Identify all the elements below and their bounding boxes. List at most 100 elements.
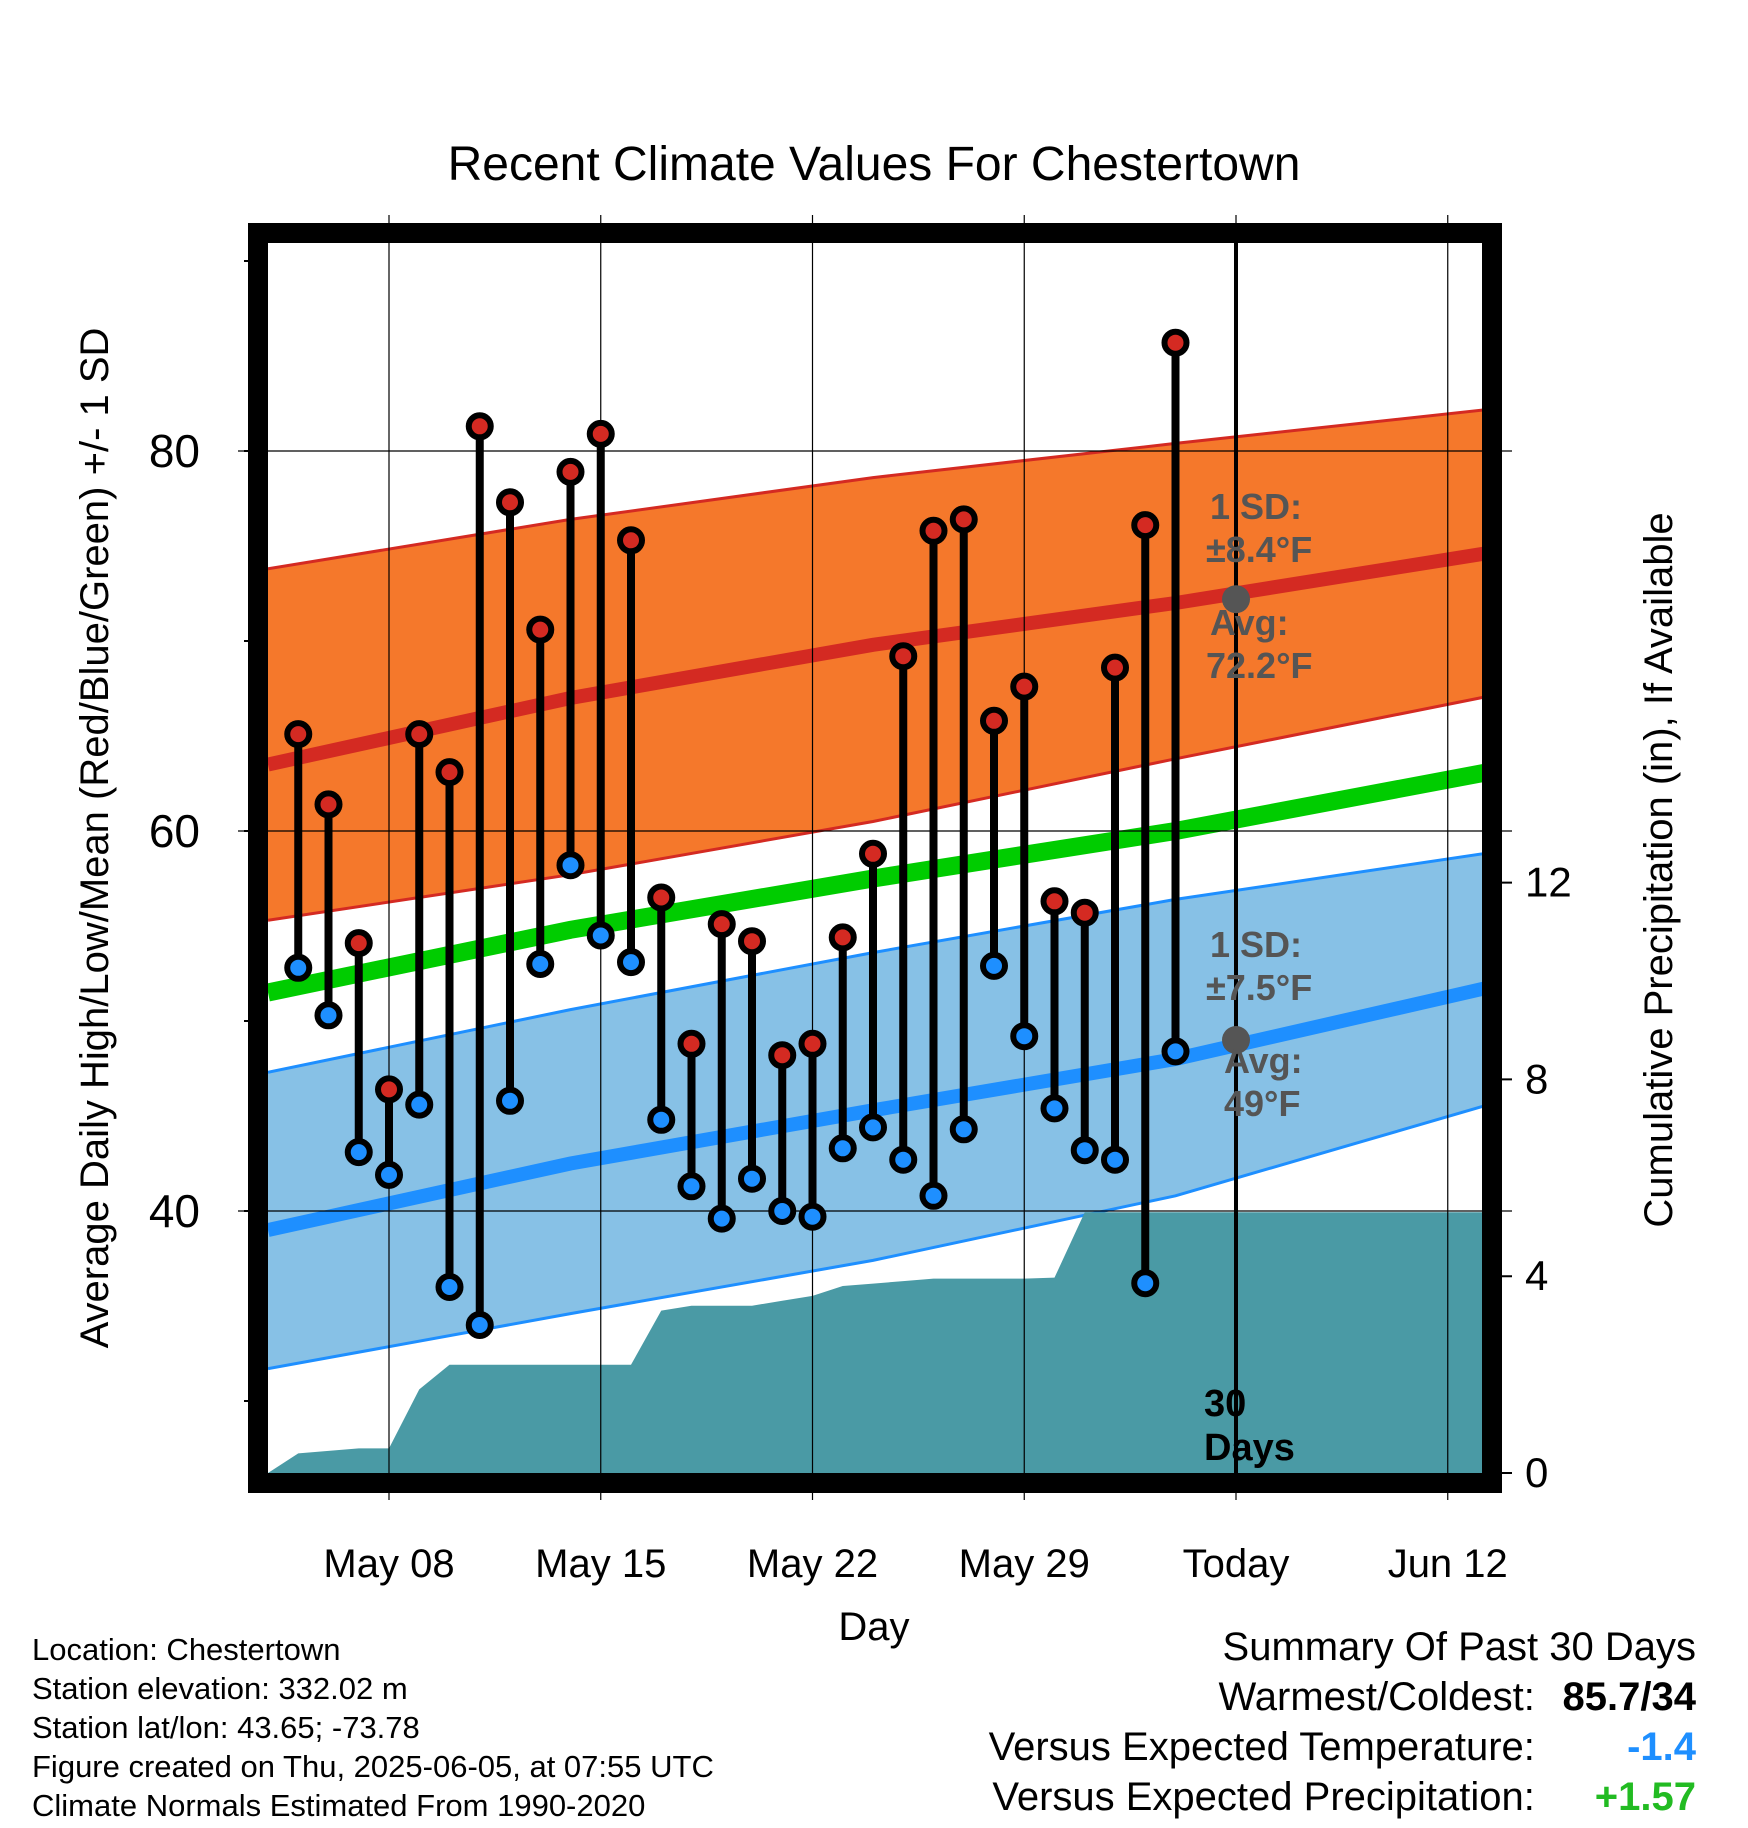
days-word-label: Days <box>1204 1427 1295 1469</box>
daily-low-point <box>617 948 645 977</box>
info-latlon: Station lat/lon: 43.65; -73.78 <box>32 1710 420 1745</box>
precip-departure-label: Versus Expected Precipitation: <box>992 1775 1535 1819</box>
today-normal-high-marker <box>1222 585 1250 614</box>
high-sd-label: 1 SD: <box>1210 486 1302 527</box>
high-sd-upper-line <box>268 408 1482 571</box>
daily-high-point <box>1131 511 1160 540</box>
daily-high-point <box>344 929 373 958</box>
daily-high-point <box>980 706 1008 735</box>
y-tick-label-left: 80 <box>149 425 200 477</box>
daily-low-point <box>1010 1022 1039 1051</box>
x-tick-label: Today <box>1183 1542 1290 1586</box>
low-sd-label: 1 SD: <box>1210 924 1302 965</box>
info-created: Figure created on Thu, 2025-06-05, at 07… <box>32 1749 714 1784</box>
daily-high-point <box>375 1075 403 1104</box>
daily-low-point <box>405 1090 434 1119</box>
x-tick-label: May 29 <box>959 1542 1090 1586</box>
low-avg-label: Avg: <box>1224 1040 1303 1081</box>
daily-high-point <box>435 758 464 787</box>
daily-high-point <box>919 516 948 545</box>
daily-low-point <box>435 1273 464 1301</box>
daily-high-point <box>859 839 887 868</box>
summary-warmest-row: Warmest/Coldest: 85.7/34 <box>989 1672 1697 1722</box>
daily-high-point <box>405 720 434 749</box>
daily-low-point <box>1070 1136 1099 1165</box>
today-normal-low-marker <box>1222 1026 1250 1054</box>
station-info: Location: Chestertown Station elevation:… <box>32 1630 714 1825</box>
daily-low-point <box>344 1138 373 1167</box>
y-tick-label-right: 0 <box>1525 1449 1548 1496</box>
daily-low-point <box>798 1202 827 1231</box>
info-normals: Climate Normals Estimated From 1990-2020 <box>32 1788 646 1823</box>
y-tick-label-right: 12 <box>1525 859 1572 906</box>
y-tick-label-right: 4 <box>1525 1252 1548 1299</box>
low-avg-value: 49°F <box>1224 1083 1300 1124</box>
high-sd-lower-line <box>268 696 1482 922</box>
y-axis-label-right: Cumulative Precipitation (in), If Availa… <box>1637 512 1681 1227</box>
daily-low-point <box>859 1113 887 1142</box>
temp-departure-label: Versus Expected Temperature: <box>988 1725 1535 1769</box>
summary-title: Summary Of Past 30 Days <box>1222 1625 1696 1669</box>
daily-high-point <box>496 488 524 517</box>
daily-low-point <box>526 950 555 978</box>
x-tick-label: Jun 12 <box>1388 1542 1508 1586</box>
daily-high-point <box>1161 328 1190 357</box>
daily-low-point <box>919 1181 948 1210</box>
days-count-label: 30 <box>1204 1383 1246 1425</box>
daily-low-point <box>375 1160 403 1189</box>
daily-low-point <box>1131 1269 1160 1298</box>
daily-low-point <box>1101 1145 1129 1174</box>
daily-low-point <box>1161 1037 1190 1066</box>
daily-high-point <box>314 790 343 819</box>
info-elevation: Station elevation: 332.02 m <box>32 1671 408 1706</box>
plot-content <box>268 408 1482 1473</box>
high-avg-label: Avg: <box>1210 602 1289 643</box>
summary-temp-row: Versus Expected Temperature: -1.4 <box>989 1722 1696 1772</box>
y-tick-label-right: 8 <box>1525 1055 1548 1102</box>
daily-low-point <box>465 1311 494 1339</box>
y-tick-label-left: 40 <box>149 1185 200 1237</box>
daily-low-point <box>980 951 1008 980</box>
daily-high-point <box>465 412 494 441</box>
temp-departure-value: -1.4 <box>1627 1725 1696 1769</box>
chart-title: Recent Climate Values For Chestertown <box>448 138 1301 191</box>
daily-high-point <box>617 526 645 555</box>
daily-low-point <box>1040 1094 1069 1123</box>
warmest-coldest-label: Warmest/Coldest: <box>1218 1675 1535 1719</box>
daily-low-point <box>586 921 615 950</box>
precip-area <box>268 1212 1482 1473</box>
daily-high-point <box>949 505 978 534</box>
precip-departure-value: +1.57 <box>1594 1775 1696 1819</box>
high-avg-value: 72.2°F <box>1206 645 1312 686</box>
daily-low-point <box>556 851 585 880</box>
daily-low-point <box>768 1197 797 1225</box>
daily-low-point <box>828 1134 857 1163</box>
y-axis-label-left: Average Daily High/Low/Mean (Red/Blue/Gr… <box>73 328 117 1349</box>
low-sd-value: ±7.5°F <box>1206 967 1312 1008</box>
daily-low-point <box>949 1115 978 1144</box>
x-tick-label: May 15 <box>535 1542 666 1586</box>
x-tick-label: May 08 <box>323 1542 454 1586</box>
summary-precip-row: Versus Expected Precipitation: +1.57 <box>989 1772 1696 1822</box>
x-tick-label: May 22 <box>747 1542 878 1586</box>
daily-high-point <box>586 419 615 448</box>
daily-high-point <box>738 927 766 956</box>
daily-high-point <box>284 720 313 749</box>
daily-high-point <box>707 910 736 939</box>
daily-low-point <box>707 1204 736 1233</box>
daily-low-point <box>889 1145 918 1174</box>
daily-high-point <box>768 1041 797 1070</box>
daily-high-point <box>647 883 676 912</box>
daily-low-point <box>677 1172 706 1201</box>
daily-low-point <box>314 1001 343 1030</box>
warmest-coldest-value: 85.7/34 <box>1562 1675 1696 1719</box>
daily-high-point <box>1010 672 1039 701</box>
normal-high-line <box>268 546 1482 772</box>
high-sd-band <box>268 410 1482 921</box>
daily-high-point <box>556 457 585 486</box>
daily-low-point <box>647 1105 676 1134</box>
daily-high-point <box>677 1029 706 1058</box>
daily-high-point <box>1070 898 1099 927</box>
summary-panel: Summary Of Past 30 Days Warmest/Coldest:… <box>989 1622 1696 1822</box>
